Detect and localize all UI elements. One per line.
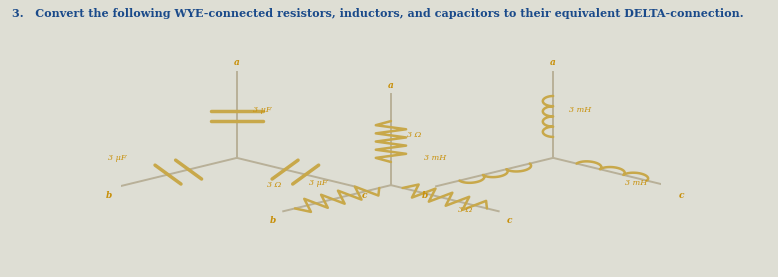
Text: 3 Ω: 3 Ω — [458, 206, 472, 214]
Text: a: a — [234, 58, 240, 67]
Text: c: c — [506, 216, 512, 225]
Text: c: c — [678, 191, 684, 200]
Text: 3 Ω: 3 Ω — [267, 181, 281, 189]
Text: c: c — [362, 191, 367, 200]
Text: b: b — [422, 191, 429, 200]
Text: a: a — [388, 81, 394, 90]
Text: 3 mH: 3 mH — [424, 155, 447, 162]
Text: 3 μF: 3 μF — [108, 155, 126, 162]
Text: a: a — [550, 58, 556, 67]
Text: 3.   Convert the following WYE-connected resistors, inductors, and capacitors to: 3. Convert the following WYE-connected r… — [12, 8, 743, 19]
Text: 3 mH: 3 mH — [569, 106, 591, 114]
Text: b: b — [106, 191, 112, 200]
Text: b: b — [269, 216, 275, 225]
Text: 3 μF: 3 μF — [253, 106, 272, 114]
Text: 3 μF: 3 μF — [309, 179, 328, 188]
Text: 3 mH: 3 mH — [626, 179, 647, 188]
Text: 3 Ω: 3 Ω — [407, 131, 422, 139]
